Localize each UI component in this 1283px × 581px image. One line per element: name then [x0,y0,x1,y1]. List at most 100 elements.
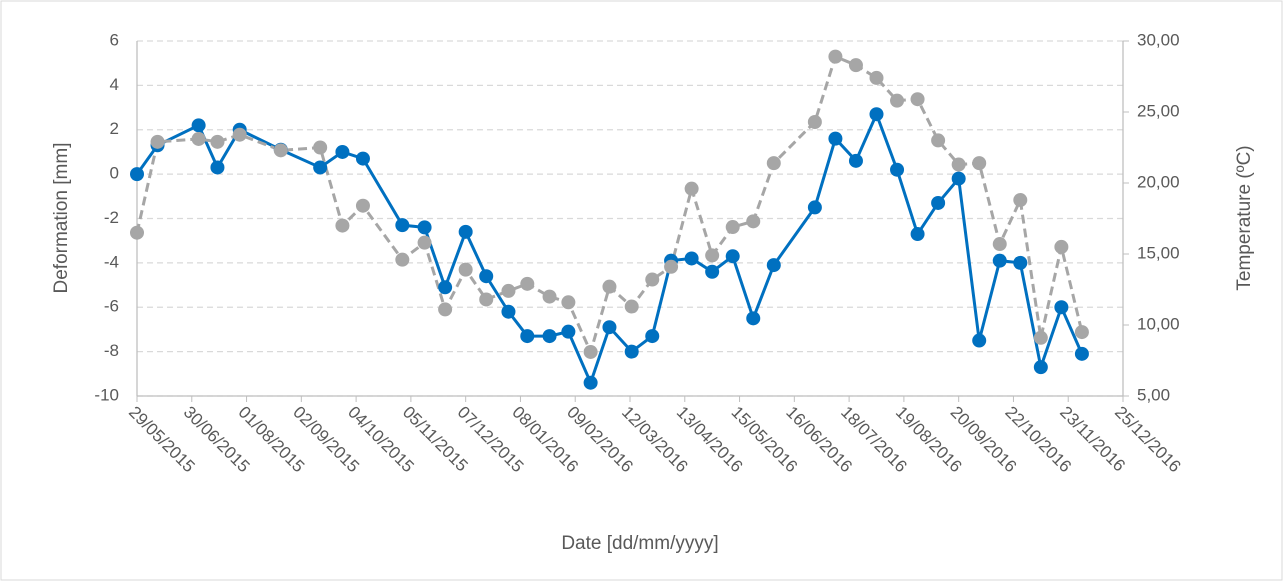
series-marker [645,329,660,344]
series-marker [232,127,247,142]
y-tick-label: 2 [110,119,119,138]
series-marker [583,375,598,390]
series-marker [931,195,946,210]
series-marker [746,311,761,326]
series-marker [828,131,843,146]
y2-tick-label: 5,00 [1137,385,1170,404]
series-marker [395,252,410,267]
series-marker [479,269,494,284]
y-tick-label: -4 [104,252,119,271]
series-marker [869,107,884,122]
series-marker [890,162,905,177]
series-marker [479,292,494,307]
series-marker [191,131,206,146]
series-marker [355,151,370,166]
series-marker [150,134,165,149]
series-marker [910,227,925,242]
series-marker [869,70,884,85]
y-tick-label: -8 [104,341,119,360]
series-marker [725,249,740,264]
series-marker [542,329,557,344]
series-marker [355,198,370,213]
y2-tick-label: 30,00 [1137,30,1180,49]
series-marker [1074,325,1089,340]
series-marker [501,304,516,319]
series-marker [624,299,639,314]
series-marker [848,58,863,73]
series-marker [210,160,225,175]
series-marker [1054,300,1069,315]
series-marker [561,324,576,339]
series-marker [807,114,822,129]
series-marker [561,295,576,310]
series-marker [1013,255,1028,270]
series-marker [130,167,144,182]
series-marker [1054,239,1069,254]
series-marker [583,344,598,359]
series-marker [273,143,288,158]
series-marker [458,224,473,239]
series-marker [705,248,720,263]
series-marker [313,160,328,175]
series-marker [766,156,781,171]
series-marker [890,93,905,108]
series-marker [458,262,473,277]
y-tick-label: 4 [110,75,119,94]
y-tick-label: 6 [110,30,119,49]
series-marker [417,220,432,235]
y-axis-title: Deformation [mm] [51,143,72,294]
series-marker [828,49,843,64]
series-marker [684,181,699,196]
series-marker [520,329,535,344]
series-marker [438,302,453,317]
series-marker [992,253,1007,268]
series-marker [951,171,966,186]
series-marker [766,258,781,273]
series-marker [1033,330,1048,345]
series-marker [130,225,144,240]
x-axis-title: Date [dd/mm/yyyy] [561,533,718,554]
y2-tick-label: 20,00 [1137,172,1180,191]
series-marker [848,153,863,168]
series-marker [746,214,761,229]
y-tick-label: 0 [110,164,119,183]
series-marker [438,280,453,295]
series-marker [951,157,966,172]
series-marker [417,235,432,250]
y-tick-label: -6 [104,297,119,316]
series-marker [1033,360,1048,375]
series-marker [602,279,617,294]
series-marker [910,92,925,107]
y2-tick-label: 25,00 [1137,101,1180,120]
series-marker [972,156,987,171]
series-marker [645,272,660,287]
series-marker [664,259,679,274]
series-marker [624,344,639,359]
series-marker [725,220,740,235]
series-marker [520,276,535,291]
series-marker [992,237,1007,252]
series-marker [501,283,516,298]
series-marker [542,289,557,304]
series-marker [931,133,946,148]
series-marker [313,140,328,155]
series-marker [1074,346,1089,361]
series-marker [807,200,822,215]
y2-tick-label: 15,00 [1137,243,1180,262]
series-marker [191,118,206,133]
series-marker [705,264,720,279]
series-marker [335,144,350,159]
series-marker [335,218,350,233]
y2-axis-title: Temperature (ºC) [1234,145,1255,290]
series-marker [602,320,617,335]
series-marker [210,134,225,149]
series-marker [684,251,699,266]
y-tick-label: -2 [104,208,119,227]
series-marker [395,218,410,233]
series-marker [972,333,987,348]
y-tick-label: -10 [94,385,119,404]
y2-tick-label: 10,00 [1137,314,1180,333]
